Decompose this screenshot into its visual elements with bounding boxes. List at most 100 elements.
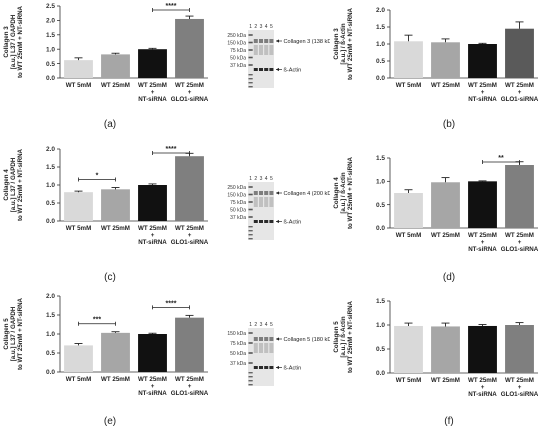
- category-label: WT 5mM: [66, 225, 91, 232]
- marker-label: 250 kDa: [227, 185, 246, 191]
- significance-label: ***: [93, 317, 101, 324]
- category-label: WT 5mM: [66, 82, 91, 89]
- caption-c: (c): [104, 272, 116, 283]
- category-label: WT 25mM + GLO1-siRNA: [501, 82, 539, 103]
- y-tick-label: 0.0: [376, 370, 385, 377]
- significance-label: **: [498, 155, 504, 162]
- smear-band: [264, 343, 269, 353]
- chart-panel-f: Collagen 5[a.u.] / ß-Actinto WT 25mM + N…: [333, 298, 539, 398]
- arrowhead-icon: [276, 219, 279, 224]
- category-label: WT 25mM + GLO1-siRNA: [171, 225, 209, 246]
- target-band: [264, 337, 269, 341]
- ladder-band: [248, 49, 253, 51]
- actin-band: [253, 220, 258, 223]
- category-label: WT 25mM + NT-siRNA: [138, 225, 167, 246]
- category-label: WT 5mM: [66, 376, 91, 383]
- target-band: [269, 191, 274, 195]
- target-band: [253, 337, 258, 341]
- marker-label: 37 kDa: [230, 361, 246, 367]
- bar: [394, 193, 423, 228]
- actin-band: [264, 366, 269, 369]
- caption-d: (d): [442, 272, 456, 283]
- bar: [394, 325, 423, 373]
- marker-label: 250 kDa: [227, 33, 246, 39]
- smear-band: [259, 343, 263, 353]
- significance-label: ****: [166, 146, 177, 153]
- y-tick-label: 0.0: [46, 218, 55, 225]
- ladder-band: [248, 238, 253, 240]
- y-tick-label: 0.0: [376, 75, 385, 82]
- y-tick-label: 1.5: [376, 155, 385, 162]
- arrowhead-icon: [276, 191, 279, 195]
- y-tick-label: 0.0: [46, 369, 55, 376]
- ladder-band: [248, 34, 253, 36]
- lane-number: 5: [270, 176, 273, 182]
- bar: [175, 156, 204, 221]
- marker-label: 75 kDa: [230, 48, 246, 54]
- chart-panel-a: Collagen 3[a.u.] L37 / GAPDHto WT 25mM +…: [3, 3, 209, 103]
- y-tick-label: 1.5: [46, 32, 55, 39]
- bar: [431, 326, 460, 373]
- bar: [431, 42, 460, 78]
- marker-label: 150 kDa: [227, 40, 246, 46]
- ladder-band: [248, 342, 253, 344]
- bar: [138, 185, 167, 221]
- chart-panel-d: Collagen 4[a.u.] / ß-Actinto WT 25mM + N…: [333, 155, 539, 253]
- actin-band: [264, 220, 269, 223]
- arrowhead-icon: [276, 337, 279, 341]
- chart-panel-c: Collagen 4[a.u.] L37 / GAPDHto WT 25mM +…: [3, 146, 209, 246]
- control-label: ß-Actin: [284, 67, 302, 73]
- chart-panel-e: Collagen 5[a.u.] L37 / GAPDHto WT 25mM +…: [3, 293, 209, 397]
- category-label: WT 25mM + NT-siRNA: [468, 232, 497, 253]
- caption-e: (e): [103, 416, 117, 427]
- category-label: WT 5mM: [396, 232, 421, 239]
- category-label: WT 25mM + GLO1-siRNA: [501, 377, 539, 398]
- lane-number: 3: [260, 176, 263, 182]
- category-label: WT 25mM + GLO1-siRNA: [501, 232, 539, 253]
- category-label: WT 5mM: [396, 82, 421, 89]
- lane-number: 5: [270, 24, 273, 30]
- target-band: [253, 191, 258, 195]
- significance-label: ****: [166, 3, 177, 10]
- lane-number: 4: [265, 322, 268, 328]
- marker-label: 75 kDa: [230, 200, 246, 206]
- lane-number: 3: [260, 322, 263, 328]
- lane-number: 3: [260, 24, 263, 30]
- category-label: WT 25mM: [101, 225, 130, 232]
- y-axis-label: Collagen 4[a.u.] / ß-Actinto WT 25mM + N…: [333, 156, 354, 229]
- category-label: WT 5mM: [396, 377, 421, 384]
- target-band: [269, 337, 274, 341]
- category-label: WT 25mM: [431, 377, 460, 384]
- actin-band: [259, 68, 263, 71]
- smear-band: [269, 197, 274, 207]
- lane-number: 5: [270, 322, 273, 328]
- smear-band: [253, 197, 258, 207]
- ladder-band: [248, 380, 253, 382]
- y-tick-label: 0.5: [46, 61, 55, 68]
- ladder-band: [248, 41, 253, 44]
- category-label: WT 25mM: [431, 82, 460, 89]
- marker-label: 150 kDa: [227, 331, 246, 337]
- significance-label: ****: [166, 300, 177, 307]
- y-tick-label: 1.5: [46, 312, 55, 319]
- y-tick-label: 1.0: [376, 322, 385, 329]
- ladder-band: [248, 384, 253, 386]
- bar: [505, 28, 534, 78]
- bar: [138, 49, 167, 78]
- caption-f: (f): [444, 416, 454, 427]
- ladder-band: [248, 208, 253, 211]
- bar: [175, 18, 204, 78]
- caption-a: (a): [103, 119, 117, 130]
- actin-band: [269, 220, 274, 223]
- target-band: [259, 39, 263, 43]
- lane-number: 1: [249, 176, 252, 182]
- target-label: Collagen 4 (200 kDa): [284, 191, 331, 197]
- smear-band: [269, 45, 274, 55]
- category-label: WT 25mM + GLO1-siRNA: [171, 82, 209, 103]
- lane-number: 4: [265, 24, 268, 30]
- y-tick-label: 1.0: [376, 179, 385, 186]
- ladder-band: [248, 56, 253, 59]
- bar: [394, 41, 423, 78]
- marker-label: 50 kDa: [230, 351, 246, 357]
